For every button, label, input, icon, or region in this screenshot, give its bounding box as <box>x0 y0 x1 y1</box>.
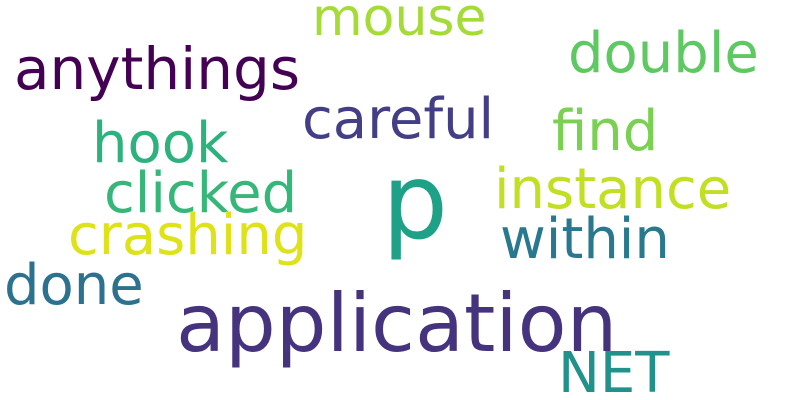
word-mouse: mouse <box>312 0 487 48</box>
word-within: within <box>500 207 670 272</box>
word-find: find <box>552 99 659 164</box>
word-hook: hook <box>92 111 229 176</box>
word-careful: careful <box>302 87 495 152</box>
word-done: done <box>4 253 144 318</box>
word-anythings: anythings <box>14 35 301 103</box>
word-crashing: crashing <box>68 203 308 268</box>
word-clicked: clicked <box>104 161 298 226</box>
word-double: double <box>568 21 759 86</box>
word-application: application <box>176 277 618 370</box>
word-instance: instance <box>494 157 732 222</box>
word-net: NET <box>558 341 670 400</box>
word-p: p <box>382 141 449 263</box>
